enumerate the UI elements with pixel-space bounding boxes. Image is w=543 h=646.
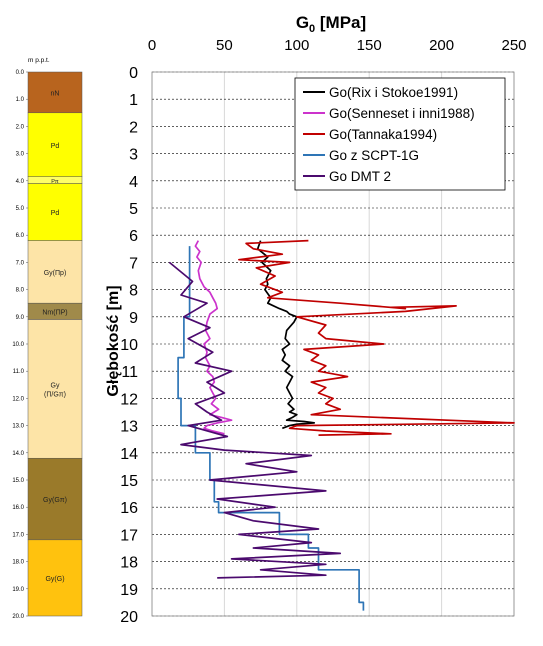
x-axis-ticks: 0 50 100 150 200 250 — [148, 37, 527, 54]
soil-layer — [27, 457, 83, 541]
log-tick-label: 6.0 — [16, 233, 25, 239]
y-tick-label: 4 — [129, 174, 138, 191]
legend-box — [294, 77, 506, 191]
y-tick-label: 9 — [129, 310, 138, 327]
soil-layer-label: Pd — [51, 210, 60, 217]
log-tick-label: 15.0 — [12, 478, 24, 484]
y-axis-label: Głębokość [m] — [105, 285, 122, 396]
soil-layer-label: nN — [51, 90, 60, 97]
y-tick-label: 0 — [129, 65, 138, 82]
y-tick-label: 12 — [120, 391, 138, 408]
y-tick-label: 2 — [129, 119, 138, 136]
soil-layer — [27, 240, 83, 304]
soil-layer — [27, 183, 83, 241]
log-tick-label: 4.0 — [16, 179, 25, 185]
legend-label: Go(Senneset i inni1988) — [329, 106, 475, 121]
y-tick-label: 7 — [129, 255, 138, 272]
y-tick-label: 6 — [129, 228, 138, 245]
log-header: m p.p.t. — [28, 57, 50, 64]
chart-series — [168, 239, 515, 611]
x-tick-label: 100 — [284, 37, 309, 54]
y-tick-label: 13 — [120, 419, 138, 436]
y-tick-label: 1 — [129, 92, 138, 109]
series-line — [168, 261, 342, 579]
y-tick-label: 16 — [120, 500, 138, 517]
soil-layer-label: Gy(Πp) — [44, 270, 67, 277]
y-tick-label: 11 — [121, 364, 138, 381]
y-tick-label: 20 — [120, 609, 138, 626]
y-tick-label: 10 — [120, 337, 138, 354]
log-tick-label: 1.0 — [16, 97, 25, 103]
legend-label: Go DMT 2 — [329, 169, 391, 184]
y-tick-label: 17 — [120, 527, 138, 544]
log-depth-ticks: 0.0 1.0 2.0 3.0 4.0 5.0 6.0 7.0 8.0 9.0 10.0 11.0 12… — [12, 70, 28, 620]
chart-title: G0 [MPa] — [296, 13, 366, 35]
soil-layer — [27, 539, 83, 617]
log-tick-label: 20.0 — [12, 614, 24, 620]
log-tick-label: 13.0 — [12, 424, 24, 430]
log-tick-label: 19.0 — [12, 587, 24, 593]
soil-profile-log: m p.p.t. nN Pd Pπ Pd Gy(Πp) Nm(ΠP) Gy (Π/Gπ) Gy(… — [12, 57, 83, 620]
log-tick-label: 7.0 — [16, 260, 25, 266]
soil-layer-label: Gy(Gπ) — [43, 497, 67, 504]
y-tick-label: 15 — [120, 473, 138, 490]
soil-layer — [27, 319, 83, 459]
y-tick-label: 18 — [120, 555, 138, 572]
series-line — [256, 240, 316, 430]
soil-layer-label: Nm(ΠP) — [42, 309, 67, 316]
x-tick-label: 50 — [216, 37, 233, 54]
log-tick-label: 11.0 — [13, 369, 25, 375]
log-layers: nN Pd Pπ Pd Gy(Πp) Nm(ΠP) Gy (Π/Gπ) Gy(Gπ) Gy(G) — [27, 71, 83, 617]
log-tick-label: 0.0 — [16, 70, 25, 76]
soil-layer-label: Gy — [51, 382, 60, 389]
soil-layer — [27, 112, 83, 177]
y-tick-label: 8 — [129, 283, 138, 300]
x-tick-label: 0 — [148, 37, 156, 54]
y-tick-label: 14 — [120, 446, 138, 463]
soil-layer-label: Gy(G) — [45, 576, 64, 583]
soil-layer-label: Pd — [51, 143, 60, 150]
legend-label: Go z SCPT-1G — [329, 148, 419, 163]
x-tick-label: 150 — [357, 37, 382, 54]
series-line — [238, 239, 515, 436]
log-tick-label: 12.0 — [12, 396, 24, 402]
log-tick-label: 14.0 — [12, 451, 24, 457]
log-tick-label: 2.0 — [16, 124, 25, 130]
x-tick-label: 200 — [429, 37, 454, 54]
x-tick-label: 250 — [501, 37, 526, 54]
legend-label: Go(Rix i Stokoe1991) — [329, 85, 458, 100]
log-tick-label: 17.0 — [12, 532, 24, 538]
log-tick-label: 5.0 — [16, 206, 25, 212]
plot-frame — [151, 71, 515, 617]
log-tick-label: 16.0 — [12, 505, 24, 511]
log-tick-label: 8.0 — [16, 288, 25, 294]
y-tick-label: 3 — [129, 147, 138, 164]
y-tick-label: 19 — [120, 582, 138, 599]
log-tick-label: 18.0 — [12, 560, 24, 566]
soil-layer-label: Pπ — [51, 179, 59, 185]
chart-legend: Go(Rix i Stokoe1991) Go(Senneset i inni19… — [294, 77, 506, 191]
y-tick-label: 5 — [129, 201, 138, 218]
legend-label: Go(Tannaka1994) — [329, 127, 437, 142]
series-line — [177, 246, 365, 611]
soil-layer-label: (Π/Gπ) — [44, 391, 66, 398]
log-tick-label: 10.0 — [12, 342, 24, 348]
series-line — [194, 240, 233, 435]
log-tick-label: 3.0 — [16, 152, 25, 158]
log-tick-label: 9.0 — [16, 315, 25, 321]
